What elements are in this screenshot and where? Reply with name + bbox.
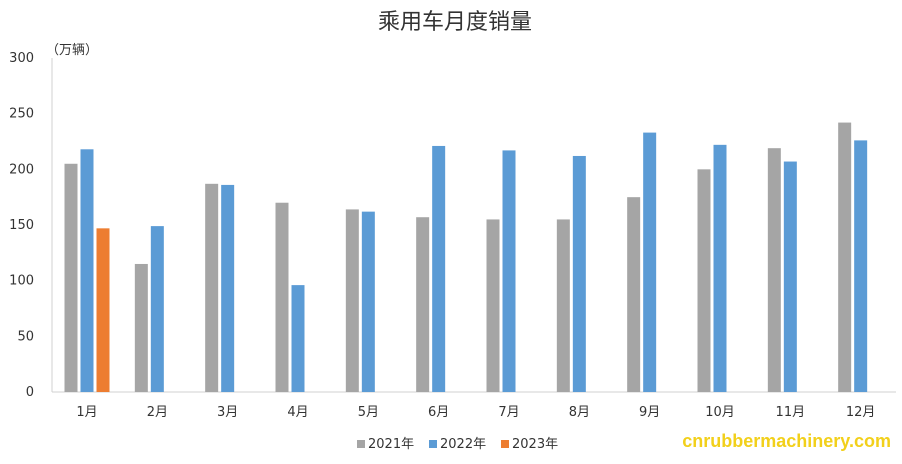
y-tick-label: 200 [9,162,34,177]
bar-2021年-1月 [64,163,78,392]
bar-2022年-5月 [361,211,375,392]
x-tick-label: 10月 [705,405,735,420]
legend-label: 2023年 [512,437,558,452]
y-axis-unit: （万辆） [46,43,98,58]
x-tick-label: 8月 [569,405,590,420]
bar-2021年-9月 [627,197,641,392]
legend: 2021年 2022年 2023年 [357,437,558,452]
bar-2022年-12月 [854,140,868,392]
bar-2021年-11月 [767,148,781,392]
y-tick-label: 300 [9,51,34,66]
x-tick-label: 3月 [217,405,238,420]
legend-swatch [357,440,365,448]
bar-2022年-10月 [713,144,727,392]
bar-2022年-3月 [221,184,235,392]
chart-title: 乘用车月度销量 [378,10,532,35]
y-tick-label: 150 [9,218,34,233]
bar-2021年-8月 [556,219,570,392]
y-tick-label: 0 [26,385,34,400]
x-tick-label: 9月 [639,405,660,420]
bar-2021年-4月 [275,202,289,392]
x-tick-label: 4月 [287,405,308,420]
bar-2023年-1月 [96,228,110,392]
bar-2022年-6月 [432,145,446,392]
legend-label: 2022年 [440,437,486,452]
y-axis-ticks: 0 50 100 150 200 250 300 [9,51,34,400]
x-tick-label: 2月 [147,405,168,420]
bar-2022年-7月 [502,150,516,392]
x-tick-label: 1月 [76,405,97,420]
x-tick-label: 5月 [358,405,379,420]
bar-2021年-2月 [134,263,148,392]
x-tick-label: 11月 [776,405,806,420]
bar-2022年-9月 [643,132,657,393]
legend-swatch [501,440,509,448]
x-tick-label: 6月 [428,405,449,420]
y-tick-label: 50 [17,329,34,344]
bar-2022年-8月 [572,155,586,392]
x-tick-label: 12月 [846,405,876,420]
bar-2021年-5月 [345,209,359,392]
bar-2021年-6月 [416,217,430,392]
legend-label: 2021年 [368,437,414,452]
x-tick-label: 7月 [498,405,519,420]
bars [64,122,868,393]
y-tick-label: 100 [9,274,34,289]
bar-2022年-11月 [783,161,797,392]
bar-2021年-3月 [205,183,219,392]
bar-2021年-12月 [838,122,852,392]
y-tick-label: 250 [9,107,34,122]
bar-2022年-4月 [291,285,305,392]
bar-2022年-1月 [80,149,94,392]
watermark: cnrubbermachinery.com [682,431,891,451]
bar-2022年-2月 [150,226,164,392]
x-axis-labels: 1月 2月 3月 4月 5月 6月 7月 8月 9月 10月 11月 12月 [76,405,875,420]
bar-2021年-10月 [697,169,711,392]
bar-2021年-7月 [486,219,500,392]
legend-swatch [429,440,437,448]
